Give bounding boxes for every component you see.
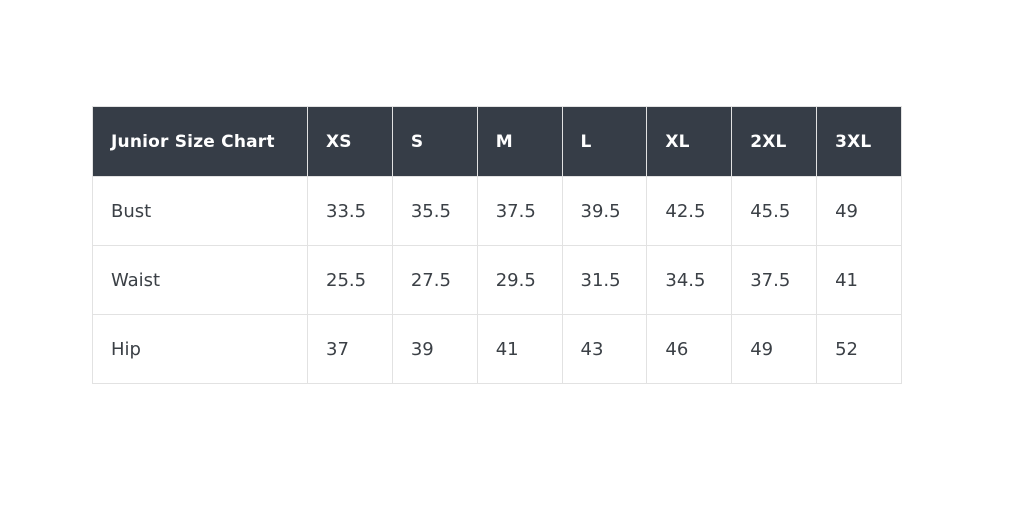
- header-cell-m: M: [476, 106, 563, 177]
- cell-waist-2xl: 37.5: [731, 245, 818, 315]
- header-cell-xs: XS: [307, 106, 393, 177]
- cell-bust-2xl: 45.5: [731, 176, 818, 246]
- size-chart-container: Junior Size Chart XS S M L XL 2XL 3XL Bu…: [92, 106, 902, 384]
- cell-waist-xs: 25.5: [307, 245, 393, 315]
- row-label-hip: Hip: [92, 314, 308, 384]
- junior-size-chart-table: Junior Size Chart XS S M L XL 2XL 3XL Bu…: [92, 106, 902, 384]
- cell-hip-3xl: 52: [816, 314, 902, 384]
- header-cell-3xl: 3XL: [816, 106, 902, 177]
- cell-bust-l: 39.5: [561, 176, 648, 246]
- row-label-waist: Waist: [92, 245, 308, 315]
- cell-waist-s: 27.5: [391, 245, 478, 315]
- table-row-waist: Waist 25.5 27.5 29.5 31.5 34.5 37.5 41: [92, 245, 902, 315]
- header-cell-l: L: [561, 106, 648, 177]
- cell-waist-m: 29.5: [476, 245, 563, 315]
- cell-hip-m: 41: [476, 314, 563, 384]
- table-row-bust: Bust 33.5 35.5 37.5 39.5 42.5 45.5 49: [92, 176, 902, 246]
- cell-bust-xs: 33.5: [307, 176, 393, 246]
- header-cell-s: S: [391, 106, 478, 177]
- cell-waist-xl: 34.5: [646, 245, 733, 315]
- cell-hip-s: 39: [391, 314, 478, 384]
- cell-waist-l: 31.5: [561, 245, 648, 315]
- cell-hip-l: 43: [561, 314, 648, 384]
- cell-bust-xl: 42.5: [646, 176, 733, 246]
- cell-bust-s: 35.5: [391, 176, 478, 246]
- cell-bust-3xl: 49: [816, 176, 902, 246]
- cell-bust-m: 37.5: [476, 176, 563, 246]
- cell-hip-2xl: 49: [731, 314, 818, 384]
- header-cell-xl: XL: [646, 106, 733, 177]
- cell-waist-3xl: 41: [816, 245, 902, 315]
- row-label-bust: Bust: [92, 176, 308, 246]
- header-cell-title: Junior Size Chart: [92, 106, 308, 177]
- table-header-row: Junior Size Chart XS S M L XL 2XL 3XL: [92, 106, 902, 177]
- cell-hip-xs: 37: [307, 314, 393, 384]
- header-cell-2xl: 2XL: [731, 106, 818, 177]
- cell-hip-xl: 46: [646, 314, 733, 384]
- table-row-hip: Hip 37 39 41 43 46 49 52: [92, 314, 902, 384]
